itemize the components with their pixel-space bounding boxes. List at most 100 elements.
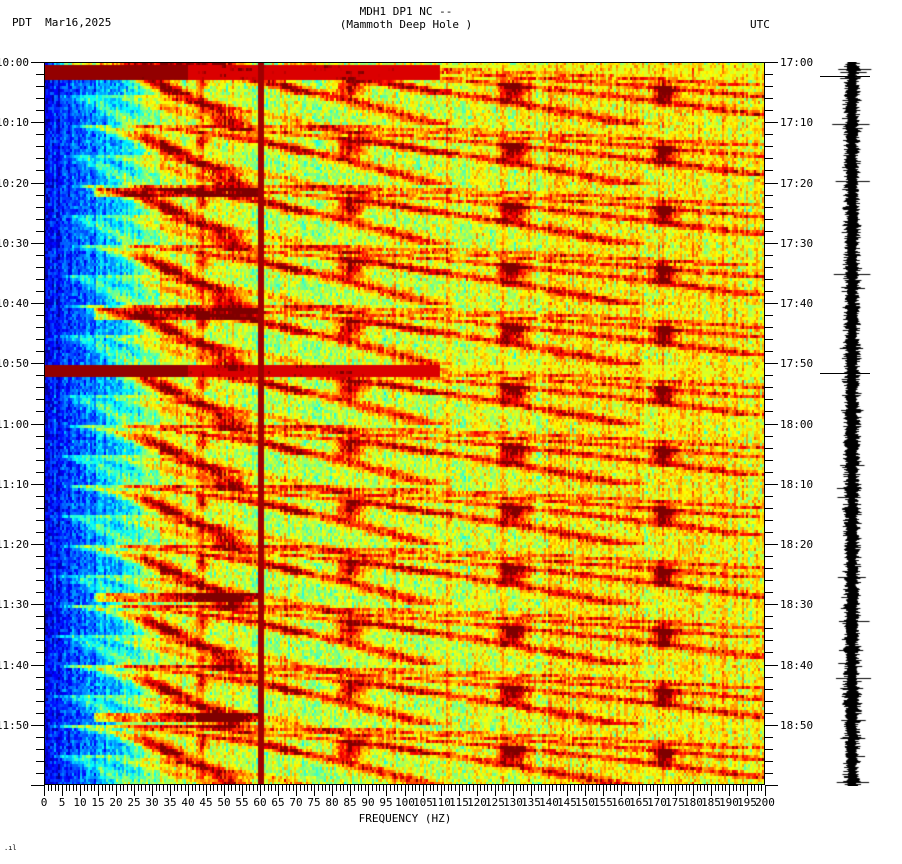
time-tick-major: [765, 604, 778, 605]
time-tick-minor: [36, 640, 44, 641]
freq-axis-label: 130: [503, 796, 523, 809]
freq-tick-major: [152, 785, 153, 796]
time-tick-minor: [36, 580, 44, 581]
freq-tick-minor: [668, 785, 669, 791]
freq-axis-label: 15: [91, 796, 105, 809]
freq-tick-minor: [430, 785, 431, 791]
freq-tick-minor: [372, 785, 373, 791]
freq-tick-minor: [686, 785, 687, 791]
time-tick-minor: [36, 74, 44, 75]
time-tick-minor: [765, 448, 773, 449]
time-tick-minor: [765, 291, 773, 292]
freq-tick-minor: [743, 785, 744, 791]
time-tick-minor: [36, 267, 44, 268]
freq-axis-label: 150: [575, 796, 595, 809]
freq-tick-minor: [484, 785, 485, 791]
time-tick-minor: [765, 568, 773, 569]
freq-tick-minor: [394, 785, 395, 791]
time-tick-major: [31, 62, 44, 63]
freq-tick-minor: [84, 785, 85, 791]
freq-tick-minor: [563, 785, 564, 791]
freq-tick-minor: [340, 785, 341, 791]
freq-tick-minor: [523, 785, 524, 791]
freq-tick-minor: [329, 785, 330, 791]
freq-tick-minor: [73, 785, 74, 791]
freq-tick-minor: [163, 785, 164, 791]
freq-tick-minor: [112, 785, 113, 791]
time-tick-minor: [36, 689, 44, 690]
freq-tick-minor: [289, 785, 290, 791]
freq-tick-minor: [408, 785, 409, 791]
time-axis-right-utc: 17:00 17:10 17:20 17:30 17:40 17:50 18:00 18:10…: [765, 57, 825, 786]
time-tick-minor: [765, 387, 773, 388]
freq-tick-major: [80, 785, 81, 796]
time-tick-minor: [765, 532, 773, 533]
time-tick-minor: [765, 219, 773, 220]
time-tick-minor: [36, 315, 44, 316]
time-tick-minor: [765, 701, 773, 702]
time-tick-major: [765, 725, 778, 726]
time-tick-minor: [36, 592, 44, 593]
time-axis-label: 17:10: [780, 116, 814, 129]
time-tick-minor: [36, 496, 44, 497]
freq-tick-minor: [715, 785, 716, 791]
freq-tick-minor: [210, 785, 211, 791]
freq-axis-label: 80: [325, 796, 339, 809]
time-tick-major: [765, 243, 778, 244]
time-tick-major: [31, 424, 44, 425]
trace-event-marker: [820, 76, 870, 77]
freq-tick-minor: [58, 785, 59, 791]
time-tick-minor: [765, 74, 773, 75]
time-axis-label: 10:40: [0, 297, 29, 310]
freq-tick-minor: [588, 785, 589, 791]
time-tick-major: [765, 424, 778, 425]
freq-tick-minor: [286, 785, 287, 791]
time-axis-label: 17:50: [780, 357, 814, 370]
freq-tick-minor: [102, 785, 103, 791]
time-tick-major: [31, 665, 44, 666]
time-tick-minor: [765, 110, 773, 111]
freq-tick-major: [729, 785, 730, 796]
time-tick-major: [765, 665, 778, 666]
freq-tick-major: [459, 785, 460, 796]
time-axis-label: 10:50: [0, 357, 29, 370]
freq-tick-minor: [379, 785, 380, 791]
time-tick-minor: [36, 652, 44, 653]
freq-tick-minor: [131, 785, 132, 791]
freq-tick-minor: [487, 785, 488, 791]
freq-tick-minor: [257, 785, 258, 791]
spectrogram-plot[interactable]: [44, 62, 765, 785]
time-tick-minor: [765, 158, 773, 159]
spectrogram-canvas[interactable]: [44, 62, 765, 785]
freq-axis-label: 145: [557, 796, 577, 809]
freq-tick-minor: [293, 785, 294, 791]
trace-event-marker: [820, 373, 870, 374]
freq-axis-label: 200: [755, 796, 775, 809]
freq-axis-label: 135: [521, 796, 541, 809]
freq-tick-minor: [141, 785, 142, 791]
time-tick-minor: [765, 508, 773, 509]
freq-tick-minor: [336, 785, 337, 791]
freq-tick-minor: [365, 785, 366, 791]
time-tick-minor: [765, 713, 773, 714]
time-tick-minor: [36, 327, 44, 328]
time-tick-major: [765, 62, 778, 63]
freq-tick-minor: [235, 785, 236, 791]
freq-tick-major: [278, 785, 279, 796]
freq-tick-minor: [433, 785, 434, 791]
time-tick-major: [31, 122, 44, 123]
time-axis-label: 11:10: [0, 478, 29, 491]
freq-tick-minor: [412, 785, 413, 791]
time-tick-minor: [765, 640, 773, 641]
freq-axis-label: 100: [395, 796, 415, 809]
time-tick-minor: [765, 592, 773, 593]
freq-tick-major: [170, 785, 171, 796]
time-tick-major: [765, 484, 778, 485]
freq-axis-label: 60: [253, 796, 267, 809]
time-tick-minor: [765, 315, 773, 316]
freq-tick-major: [711, 785, 712, 796]
time-tick-minor: [36, 195, 44, 196]
time-tick-minor: [36, 749, 44, 750]
freq-tick-minor: [534, 785, 535, 791]
freq-tick-minor: [660, 785, 661, 791]
